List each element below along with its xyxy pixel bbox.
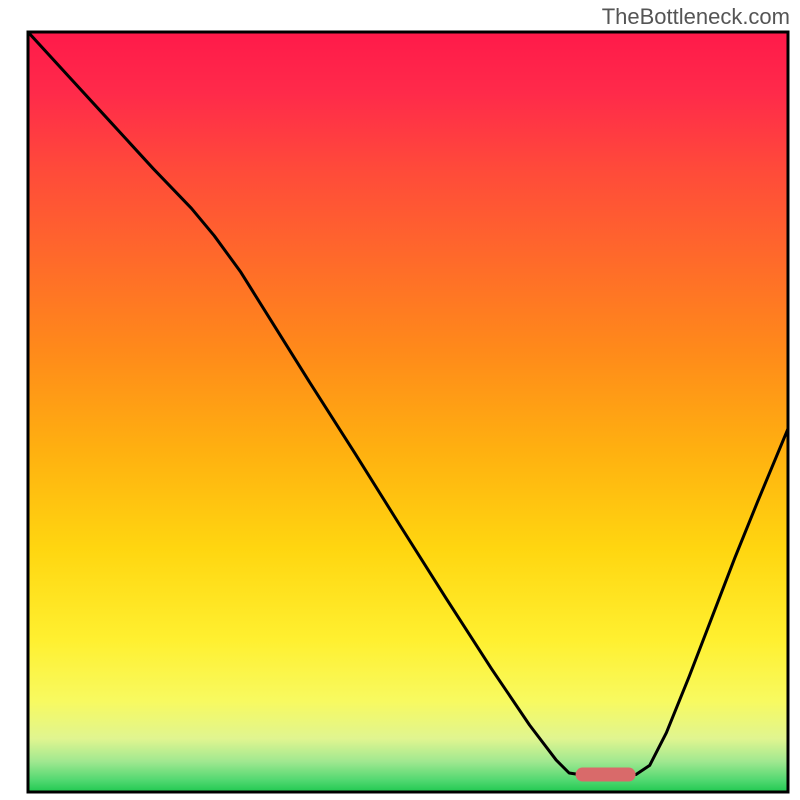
plot-background — [28, 32, 788, 792]
bottleneck-chart — [0, 0, 800, 800]
optimal-marker — [576, 768, 636, 782]
chart-container: TheBottleneck.com — [0, 0, 800, 800]
watermark: TheBottleneck.com — [602, 4, 790, 30]
